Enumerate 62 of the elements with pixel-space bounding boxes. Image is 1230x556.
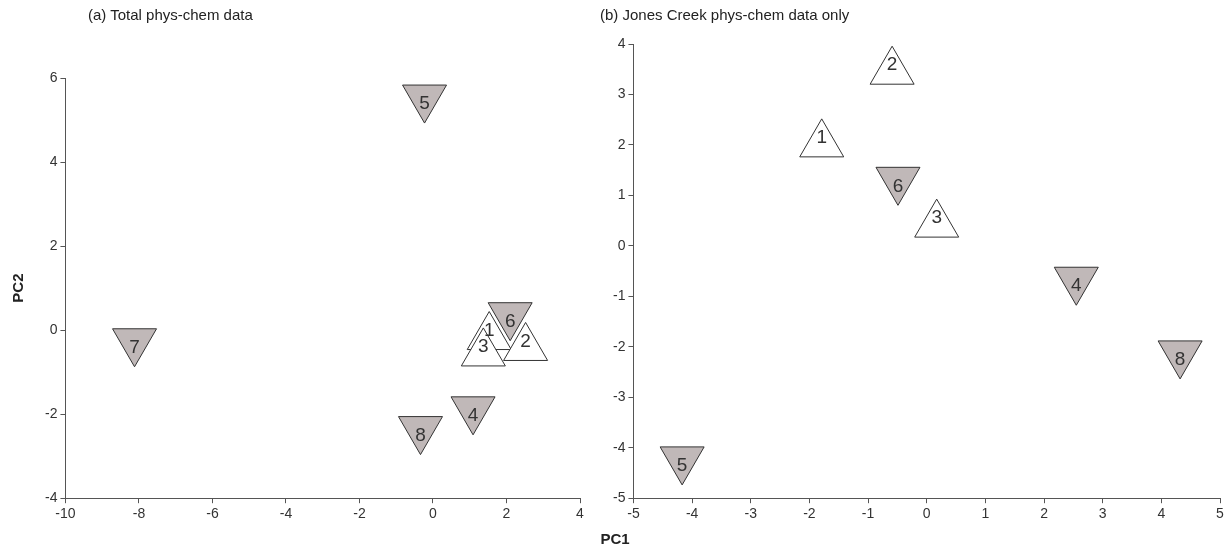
annotation: 2: [520, 329, 531, 351]
annotation: 5: [676, 454, 688, 476]
point: [402, 84, 448, 124]
y-tick-label: 0: [49, 320, 58, 337]
y-tick-label: -4: [45, 489, 58, 506]
annotation: 2: [886, 53, 898, 75]
x-tick-label: -10: [55, 505, 76, 522]
x-axis-title: PC1: [599, 530, 631, 547]
x-tick-label: 0: [922, 505, 931, 522]
annotation: 8: [1174, 348, 1186, 370]
x-tick-label: 1: [981, 505, 990, 522]
x-tick-label: -6: [206, 505, 219, 522]
x-tick-label: -1: [861, 505, 875, 522]
annotation: 6: [504, 309, 516, 331]
annotation: 5: [419, 92, 430, 114]
x-tick-label: -4: [279, 505, 293, 522]
y-tick-label: -2: [613, 337, 626, 354]
x-tick-label: 0: [429, 505, 438, 522]
point: [659, 446, 705, 486]
y-tick-label: 2: [49, 236, 58, 253]
y-tick-label: 0: [617, 236, 626, 253]
annotation: 7: [129, 336, 140, 357]
point: [799, 118, 845, 158]
x-tick-label: -8: [132, 505, 146, 522]
point: [1157, 340, 1203, 380]
point: [1053, 266, 1099, 306]
y-tick-label: 1: [617, 186, 626, 203]
annotation: 4: [467, 404, 479, 426]
point: [112, 328, 158, 368]
y-tick-label: 6: [49, 68, 58, 85]
y-tick-label: -2: [45, 405, 58, 422]
x-tick-label: 3: [1098, 505, 1107, 522]
x-tick-label: 2: [502, 505, 511, 522]
point: [875, 166, 921, 206]
annotation: 8: [415, 423, 426, 445]
annotation: 3: [931, 206, 942, 228]
chart-title: (a) Total phys-chem data: [88, 6, 253, 23]
annotation: 1: [816, 126, 828, 148]
x-tick-label: -2: [353, 505, 366, 522]
y-tick-label: 4: [49, 152, 58, 169]
point: [397, 416, 443, 456]
x-tick-label: -2: [803, 505, 816, 522]
x-tick-label: 2: [1040, 505, 1049, 522]
point: [914, 198, 960, 238]
y-tick-label: -1: [613, 287, 626, 304]
x-tick-label: 4: [1157, 505, 1166, 522]
x-tick-label: -3: [744, 505, 758, 522]
y-tick-label: -5: [613, 489, 626, 506]
point: [869, 45, 915, 85]
y-tick-label: 3: [617, 85, 626, 102]
y-tick-label: -4: [613, 438, 626, 455]
y-tick-label: 4: [617, 34, 626, 51]
annotation: 4: [1071, 274, 1083, 296]
y-axis-title: PC2: [9, 273, 27, 303]
chart-title: (b) Jones Creek phys-chem data only: [600, 6, 850, 23]
y-tick-label: -3: [613, 388, 626, 405]
point: [450, 396, 496, 436]
x-tick-label: 4: [576, 505, 585, 522]
annotation: 6: [892, 174, 904, 196]
y-tick-label: 2: [617, 135, 626, 152]
x-tick-label: 5: [1216, 505, 1225, 522]
x-tick-label: -4: [685, 505, 699, 522]
